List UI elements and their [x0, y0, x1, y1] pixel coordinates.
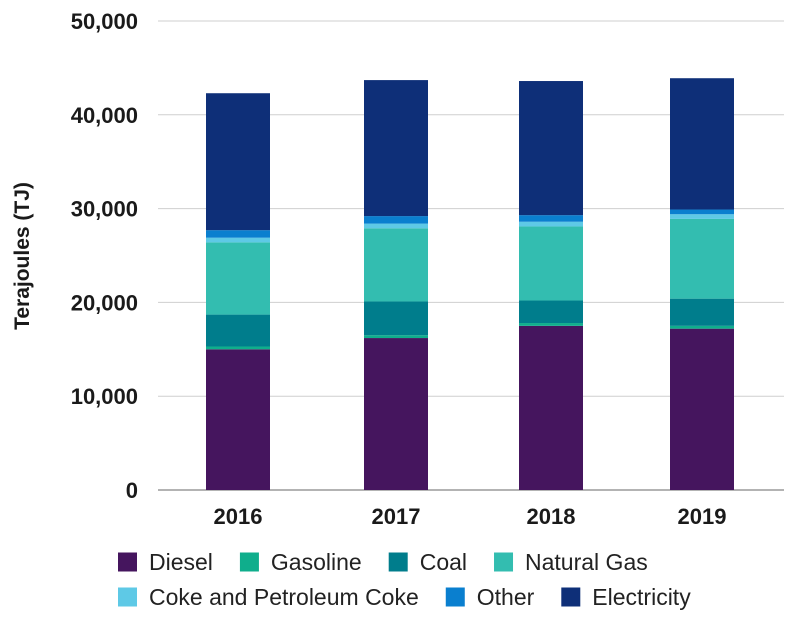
x-tick-label: 2018: [527, 504, 576, 529]
x-tick-label: 2019: [678, 504, 727, 529]
y-tick-label: 10,000: [71, 384, 138, 409]
legend-label: Diesel: [149, 549, 213, 575]
bar-segment-coal: [519, 300, 583, 324]
bar-segment-natural-gas: [364, 228, 428, 302]
legend-swatch: [561, 587, 581, 607]
bar-segment-gasoline: [364, 335, 428, 339]
y-tick-labels: 0 10,000 20,000 30,000 40,000 50,000: [71, 9, 138, 503]
bars: [206, 78, 734, 490]
bar-segment-other: [206, 230, 270, 238]
legend-label: Gasoline: [271, 549, 362, 575]
legend-swatch: [118, 587, 137, 607]
bar-segment-coke-and-petroleum-coke: [670, 214, 734, 219]
bar-segment-other: [519, 215, 583, 222]
bar-segment-coal: [364, 301, 428, 336]
legend-label: Coke and Petroleum Coke: [149, 584, 419, 610]
bar-segment-gasoline: [519, 323, 583, 326]
legend-label: Electricity: [592, 584, 691, 610]
bar-segment-other: [364, 216, 428, 224]
x-tick-label: 2017: [372, 504, 421, 529]
bar-segment-gasoline: [670, 325, 734, 329]
legend: Diesel Gasoline Coal Natural Gas Coke and Pe…: [118, 549, 691, 610]
bar-segment-natural-gas: [206, 242, 270, 315]
bar-segment-diesel: [364, 338, 428, 490]
bar-segment-electricity: [519, 81, 583, 216]
legend-swatch: [239, 552, 259, 572]
legend-label: Natural Gas: [525, 549, 648, 575]
bar-segment-natural-gas: [519, 226, 583, 301]
legend-label: Other: [477, 584, 535, 610]
bar-segment-diesel: [519, 325, 583, 490]
bar-segment-gasoline: [206, 346, 270, 350]
x-tick-label: 2016: [214, 504, 263, 529]
bar-segment-coal: [670, 298, 734, 326]
y-tick-label: 20,000: [71, 290, 138, 315]
y-axis-label: Terajoules (TJ): [11, 182, 34, 330]
legend-swatch: [388, 552, 408, 572]
bar-segment-natural-gas: [670, 218, 734, 299]
y-tick-label: 30,000: [71, 197, 138, 222]
bar-segment-coke-and-petroleum-coke: [519, 221, 583, 227]
bar-segment-coke-and-petroleum-coke: [364, 223, 428, 229]
bar-segment-coal: [206, 314, 270, 347]
legend-swatch: [118, 552, 137, 572]
legend-swatch: [494, 552, 514, 572]
bar-segment-electricity: [670, 78, 734, 210]
bar-segment-diesel: [670, 328, 734, 490]
x-tick-labels: 2016 2017 2018 2019: [214, 504, 727, 529]
y-tick-label: 50,000: [71, 9, 138, 34]
y-tick-label: 0: [126, 478, 138, 503]
bar-segment-coke-and-petroleum-coke: [206, 237, 270, 243]
legend-swatch: [445, 587, 465, 607]
bar-segment-diesel: [206, 349, 270, 490]
y-tick-label: 40,000: [71, 103, 138, 128]
bar-segment-electricity: [206, 93, 270, 231]
bar-segment-other: [670, 209, 734, 215]
legend-label: Coal: [420, 549, 467, 575]
bar-segment-electricity: [364, 80, 428, 217]
